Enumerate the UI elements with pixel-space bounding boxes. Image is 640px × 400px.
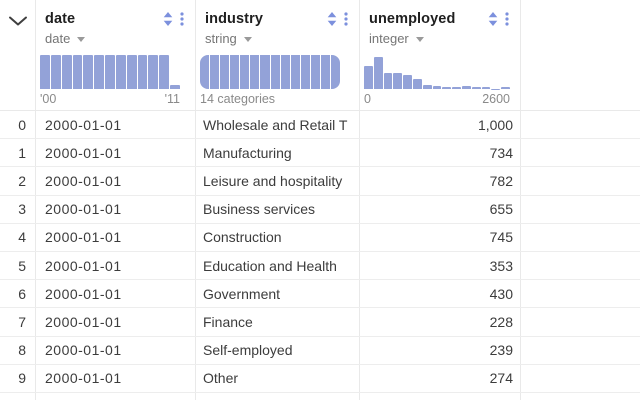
unemployed-cell: 430 [360, 280, 521, 308]
industry-cell: Government [196, 280, 360, 308]
partial-row [0, 392, 640, 400]
unemployed-axis: 0 2600 [364, 92, 510, 106]
unemployed-cell: 239 [360, 336, 521, 364]
table-row: 3 2000-01-01 Business services 655 [0, 195, 640, 224]
empty-cell [521, 139, 640, 166]
industry-cell: Wholesale and Retail T [196, 111, 360, 139]
column-header-industry: industry string 14 categories [196, 0, 360, 110]
date-cell: 2000-01-01 [36, 111, 196, 139]
industry-cell: Self-employed [196, 336, 360, 364]
type-dropdown-date[interactable]: date [36, 27, 195, 46]
chevron-down-icon[interactable] [8, 15, 28, 27]
corner-cell [0, 0, 36, 110]
column-title-unemployed: unemployed [369, 11, 456, 27]
unemployed-cell: 745 [360, 223, 521, 251]
industry-cell: Education and Health [196, 251, 360, 280]
table-header: date date '00 '11 [0, 0, 640, 111]
row-index: 2 [0, 167, 36, 195]
row-index: 9 [0, 364, 36, 392]
unemployed-cell: 1,000 [360, 111, 521, 139]
empty-cell [521, 196, 640, 223]
row-index: 7 [0, 308, 36, 336]
empty-cell [521, 252, 640, 279]
table-row: 8 2000-01-01 Self-employed 239 [0, 336, 640, 365]
empty-cell [521, 280, 640, 307]
type-label: date [45, 31, 71, 46]
date-cell: 2000-01-01 [36, 139, 196, 167]
empty-cell [521, 167, 640, 194]
date-cell: 2000-01-01 [36, 195, 196, 223]
industry-cell: Construction [196, 223, 360, 251]
date-cell: 2000-01-01 [36, 364, 196, 392]
table-row: 7 2000-01-01 Finance 228 [0, 308, 640, 337]
unemployed-cell: 353 [360, 251, 521, 280]
table-row: 9 2000-01-01 Other 274 [0, 364, 640, 393]
column-header-date: date date '00 '11 [36, 0, 196, 110]
row-index: 8 [0, 336, 36, 364]
date-axis: '00 '11 [40, 92, 180, 106]
type-label: integer [369, 31, 409, 46]
table-row: 6 2000-01-01 Government 430 [0, 280, 640, 309]
industry-cell: Business services [196, 195, 360, 223]
unemployed-cell: 274 [360, 364, 521, 392]
kebab-menu-icon[interactable] [180, 12, 184, 26]
date-histogram[interactable] [40, 55, 180, 89]
type-dropdown-unemployed[interactable]: integer [360, 27, 520, 46]
industry-cell: Finance [196, 308, 360, 336]
empty-cell [521, 365, 640, 392]
row-index: 6 [0, 280, 36, 308]
column-title-industry: industry [205, 11, 263, 27]
row-index: 1 [0, 139, 36, 167]
date-cell: 2000-01-01 [36, 167, 196, 195]
date-cell: 2000-01-01 [36, 280, 196, 308]
date-cell: 2000-01-01 [36, 251, 196, 280]
empty-cell [521, 337, 640, 364]
industry-cell: Manufacturing [196, 139, 360, 167]
unemployed-cell: 734 [360, 139, 521, 167]
industry-cell: Other [196, 364, 360, 392]
industry-histogram[interactable] [200, 55, 340, 89]
empty-header-cell [521, 0, 640, 110]
sort-icon[interactable] [327, 12, 337, 26]
industry-cell: Leisure and hospitality [196, 167, 360, 195]
unemployed-histogram[interactable] [364, 55, 510, 89]
column-title-date: date [45, 11, 76, 27]
unemployed-cell: 655 [360, 195, 521, 223]
industry-axis: 14 categories [200, 92, 276, 106]
caret-down-icon [243, 37, 252, 42]
row-index: 0 [0, 111, 36, 139]
unemployed-cell: 782 [360, 167, 521, 195]
row-index: 5 [0, 251, 36, 280]
date-cell: 2000-01-01 [36, 308, 196, 336]
sort-icon[interactable] [488, 12, 498, 26]
empty-cell [521, 111, 640, 138]
column-header-unemployed: unemployed integer 0 2600 [360, 0, 521, 110]
date-cell: 2000-01-01 [36, 336, 196, 364]
type-label: string [205, 31, 237, 46]
table-row: 2 2000-01-01 Leisure and hospitality 782 [0, 167, 640, 196]
row-index: 3 [0, 195, 36, 223]
type-dropdown-industry[interactable]: string [196, 27, 359, 46]
unemployed-cell: 228 [360, 308, 521, 336]
empty-cell [521, 224, 640, 251]
caret-down-icon [77, 37, 86, 42]
row-index: 4 [0, 223, 36, 251]
caret-down-icon [415, 37, 424, 42]
table-row: 0 2000-01-01 Wholesale and Retail T 1,00… [0, 111, 640, 140]
table-body: 0 2000-01-01 Wholesale and Retail T 1,00… [0, 111, 640, 400]
table-row: 1 2000-01-01 Manufacturing 734 [0, 139, 640, 168]
date-cell: 2000-01-01 [36, 223, 196, 251]
kebab-menu-icon[interactable] [344, 12, 348, 26]
table-row: 5 2000-01-01 Education and Health 353 [0, 251, 640, 281]
empty-cell [521, 308, 640, 335]
table-row: 4 2000-01-01 Construction 745 [0, 223, 640, 252]
sort-icon[interactable] [163, 12, 173, 26]
kebab-menu-icon[interactable] [505, 12, 509, 26]
